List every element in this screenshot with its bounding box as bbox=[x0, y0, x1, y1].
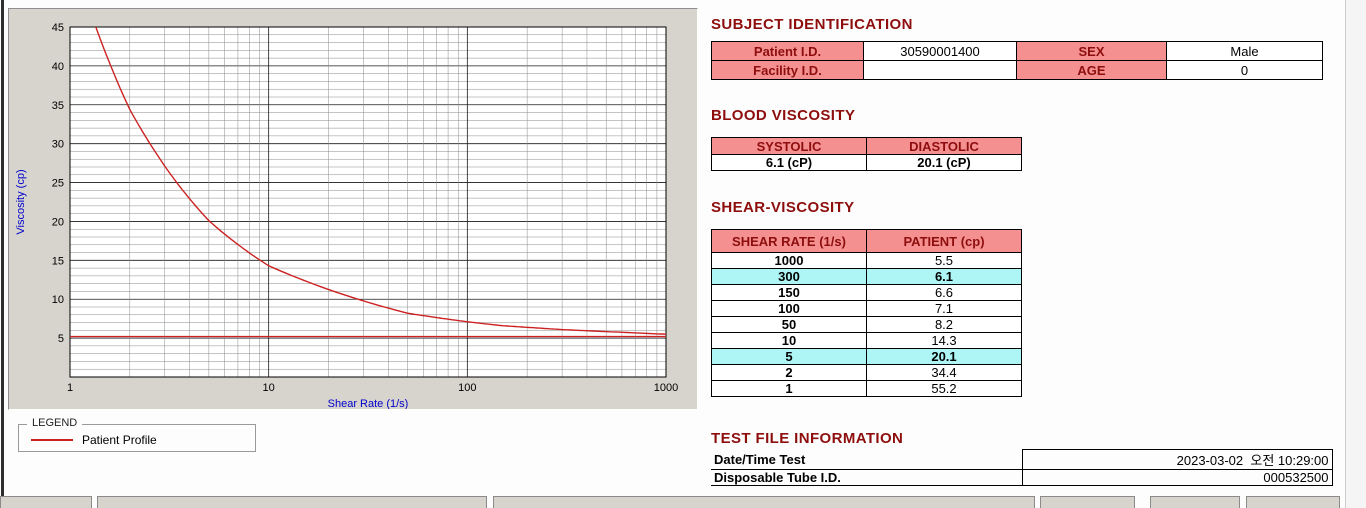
svg-text:10: 10 bbox=[52, 294, 64, 306]
patient-cp-cell: 34.4 bbox=[866, 364, 1022, 381]
table-row: Date/Time Test 2023-03-02 오전 10:29:00 bbox=[711, 449, 1333, 470]
subject-identification-table: Patient I.D. 30590001400 SEX Male Facili… bbox=[711, 41, 1323, 80]
systolic-value: 6.1 (cP) bbox=[711, 154, 867, 171]
table-row: Facility I.D. AGE 0 bbox=[711, 60, 1323, 80]
table-row: SYSTOLIC DIASTOLIC bbox=[711, 137, 1022, 155]
legend-item-label: Patient Profile bbox=[82, 433, 157, 447]
patient-cp-cell: 55.2 bbox=[866, 380, 1022, 397]
patient-cp-cell: 6.6 bbox=[866, 284, 1022, 301]
shear-rate-cell: 10 bbox=[711, 332, 867, 349]
svg-text:20: 20 bbox=[52, 216, 64, 228]
bottom-panel bbox=[97, 496, 487, 508]
shear-row: 2 34.4 bbox=[711, 364, 1022, 381]
shear-rate-cell: 1000 bbox=[711, 252, 867, 269]
shear-rate-header: SHEAR RATE (1/s) bbox=[711, 229, 867, 253]
date-time-test-label: Date/Time Test bbox=[711, 449, 1022, 470]
diastolic-header: DIASTOLIC bbox=[866, 137, 1022, 155]
svg-text:5: 5 bbox=[58, 333, 64, 345]
patient-cp-cell: 8.2 bbox=[866, 316, 1022, 333]
patient-cp-cell: 20.1 bbox=[866, 348, 1022, 365]
right-gutter bbox=[1345, 0, 1366, 508]
svg-text:Viscosity (cp): Viscosity (cp) bbox=[15, 169, 27, 234]
age-value: 0 bbox=[1166, 60, 1323, 80]
legend-box: LEGEND Patient Profile bbox=[18, 417, 256, 452]
systolic-header: SYSTOLIC bbox=[711, 137, 867, 155]
bottom-panel bbox=[1040, 496, 1135, 508]
shear-row: 1000 5.5 bbox=[711, 252, 1022, 269]
svg-text:45: 45 bbox=[52, 22, 64, 34]
blood-viscosity-table: SYSTOLIC DIASTOLIC 6.1 (cP) 20.1 (cP) bbox=[711, 137, 1022, 171]
shear-rate-cell: 2 bbox=[711, 364, 867, 381]
patient-profile-line-swatch bbox=[31, 439, 73, 441]
svg-text:35: 35 bbox=[52, 100, 64, 112]
diastolic-value: 20.1 (cP) bbox=[866, 154, 1022, 171]
legend-item: Patient Profile bbox=[19, 425, 255, 447]
shear-row: 10 14.3 bbox=[711, 332, 1022, 349]
shear-rate-cell: 5 bbox=[711, 348, 867, 365]
patient-cp-cell: 14.3 bbox=[866, 332, 1022, 349]
svg-text:40: 40 bbox=[52, 61, 64, 73]
disposable-tube-id-label: Disposable Tube I.D. bbox=[711, 469, 1022, 486]
table-row: 6.1 (cP) 20.1 (cP) bbox=[711, 154, 1022, 171]
table-row: Disposable Tube I.D. 000532500 bbox=[711, 469, 1333, 486]
svg-text:15: 15 bbox=[52, 255, 64, 267]
age-label: AGE bbox=[1016, 60, 1167, 80]
shear-row: 50 8.2 bbox=[711, 316, 1022, 333]
shear-row: 100 7.1 bbox=[711, 300, 1022, 317]
shear-viscosity-chart: 5 10 15 20 25 30 35 40 45 1 10 100 1000 Viscosity (cp… bbox=[15, 22, 678, 409]
svg-text:10: 10 bbox=[263, 382, 275, 394]
bottom-panel bbox=[0, 496, 92, 508]
subject-identification-heading: SUBJECT IDENTIFICATION bbox=[711, 16, 913, 33]
window-border bbox=[1, 0, 4, 508]
patient-cp-header: PATIENT (cp) bbox=[866, 229, 1022, 253]
shear-rate-cell: 150 bbox=[711, 284, 867, 301]
table-header-row: SHEAR RATE (1/s) PATIENT (cp) bbox=[711, 229, 1022, 253]
bottom-panel bbox=[493, 496, 1035, 508]
shear-rate-cell: 300 bbox=[711, 268, 867, 285]
patient-id-value: 30590001400 bbox=[863, 41, 1017, 61]
shear-rate-cell: 50 bbox=[711, 316, 867, 333]
svg-text:100: 100 bbox=[458, 382, 476, 394]
sex-label: SEX bbox=[1016, 41, 1167, 61]
bottom-panel bbox=[1150, 496, 1240, 508]
test-file-information-table: Date/Time Test 2023-03-02 오전 10:29:00 Di… bbox=[711, 449, 1333, 486]
date-time-test-value: 2023-03-02 오전 10:29:00 bbox=[1021, 449, 1333, 470]
patient-cp-cell: 7.1 bbox=[866, 300, 1022, 317]
facility-id-label: Facility I.D. bbox=[711, 60, 864, 80]
patient-id-label: Patient I.D. bbox=[711, 41, 864, 61]
shear-row: 300 6.1 bbox=[711, 268, 1022, 285]
shear-row: 1 55.2 bbox=[711, 380, 1022, 397]
shear-rate-cell: 100 bbox=[711, 300, 867, 317]
shear-viscosity-table: SHEAR RATE (1/s) PATIENT (cp) 1000 5.5 300… bbox=[711, 229, 1022, 397]
svg-text:1: 1 bbox=[67, 382, 73, 394]
svg-text:25: 25 bbox=[52, 178, 64, 190]
svg-text:30: 30 bbox=[52, 139, 64, 151]
blood-viscosity-heading: BLOOD VISCOSITY bbox=[711, 107, 856, 124]
legend-title: LEGEND bbox=[27, 417, 83, 429]
test-file-information-heading: TEST FILE INFORMATION bbox=[711, 430, 904, 447]
shear-row: 150 6.6 bbox=[711, 284, 1022, 301]
bottom-panel bbox=[1246, 496, 1340, 508]
patient-cp-cell: 5.5 bbox=[866, 252, 1022, 269]
shear-row: 5 20.1 bbox=[711, 348, 1022, 365]
facility-id-value bbox=[863, 60, 1017, 80]
shear-rate-cell: 1 bbox=[711, 380, 867, 397]
svg-text:1000: 1000 bbox=[654, 382, 678, 394]
svg-text:Shear Rate (1/s): Shear Rate (1/s) bbox=[328, 398, 409, 409]
shear-viscosity-heading: SHEAR-VISCOSITY bbox=[711, 199, 855, 216]
patient-cp-cell: 6.1 bbox=[866, 268, 1022, 285]
sex-value: Male bbox=[1166, 41, 1323, 61]
disposable-tube-id-value: 000532500 bbox=[1021, 469, 1333, 486]
table-row: Patient I.D. 30590001400 SEX Male bbox=[711, 41, 1323, 61]
shear-viscosity-chart-panel: 5 10 15 20 25 30 35 40 45 1 10 100 1000 Viscosity (cp… bbox=[8, 8, 698, 410]
